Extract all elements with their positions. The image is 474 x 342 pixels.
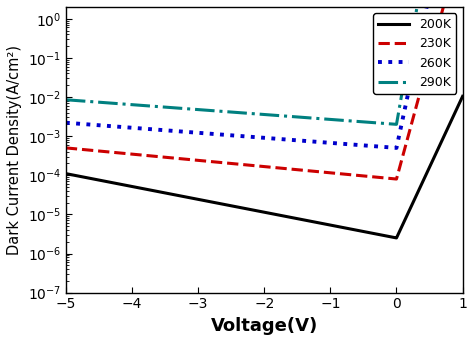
X-axis label: Voltage(V): Voltage(V) [210,317,318,335]
200K [63,172,69,176]
290K [108,101,114,105]
Y-axis label: Dark Current Density(A/cm²): Dark Current Density(A/cm²) [7,45,22,255]
290K [410,32,415,37]
230K [215,160,221,164]
230K [393,177,399,181]
200K [410,202,415,206]
290K [232,110,238,114]
290K [132,103,137,107]
Legend: 200K, 230K, 260K, 290K: 200K, 230K, 260K, 290K [373,13,456,94]
260K [63,121,69,125]
Line: 200K: 200K [66,96,463,238]
260K [232,134,238,138]
260K [215,132,221,136]
200K [215,201,221,205]
230K [108,150,114,154]
290K [393,122,399,127]
230K [63,146,69,150]
200K [232,205,238,209]
260K [132,126,137,130]
200K [460,94,465,98]
Line: 290K: 290K [66,0,463,124]
290K [63,98,69,102]
290K [215,109,221,113]
200K [108,180,114,184]
200K [132,185,137,189]
230K [232,162,238,166]
230K [410,119,415,123]
230K [132,152,137,156]
260K [108,124,114,128]
Line: 230K: 230K [66,0,463,179]
Line: 260K: 260K [66,0,463,148]
200K [393,236,399,240]
260K [410,73,415,77]
200K [452,111,458,115]
260K [393,146,399,150]
